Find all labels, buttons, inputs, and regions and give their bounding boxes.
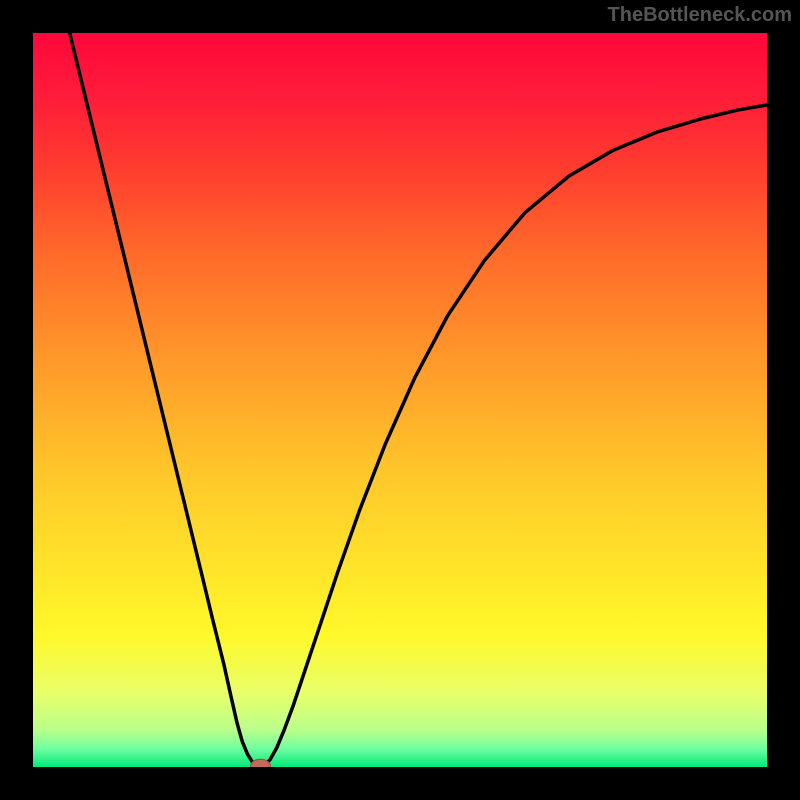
- chart-svg: [0, 0, 800, 800]
- watermark-text: TheBottleneck.com: [608, 4, 792, 27]
- frame-border-right: [767, 0, 800, 800]
- plot-background: [33, 33, 767, 767]
- frame-border-left: [0, 0, 33, 800]
- bottleneck-chart: TheBottleneck.com: [0, 0, 800, 800]
- frame-border-bottom: [0, 767, 800, 800]
